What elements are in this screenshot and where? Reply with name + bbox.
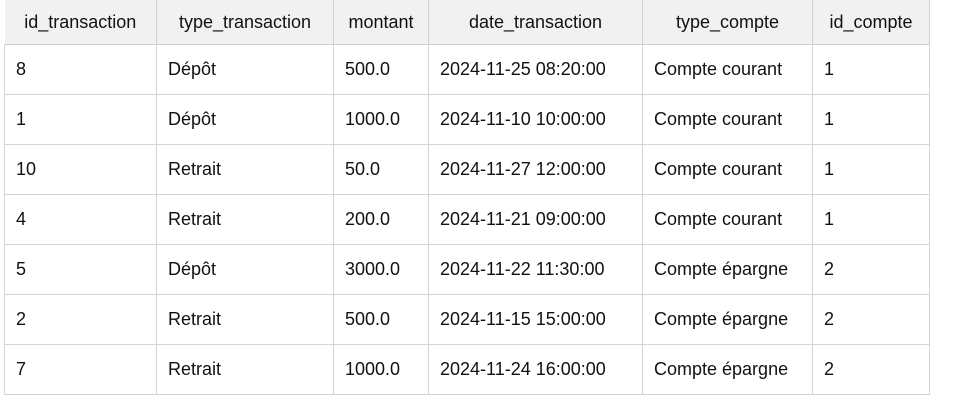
cell-date-transaction[interactable]: 2024-11-25 08:20:00 [428,44,643,95]
cell-date-transaction[interactable]: 2024-11-10 10:00:00 [428,94,643,145]
cell-type-compte[interactable]: Compte courant [642,94,813,145]
cell-id-compte[interactable]: 1 [812,194,930,245]
column-header-montant[interactable]: montant [333,0,429,45]
cell-type-transaction[interactable]: Dépôt [156,44,334,95]
cell-id-transaction[interactable]: 1 [4,94,157,145]
cell-type-transaction[interactable]: Retrait [156,294,334,345]
cell-id-compte[interactable]: 1 [812,44,930,95]
cell-id-transaction[interactable]: 4 [4,194,157,245]
column-header-date-transaction[interactable]: date_transaction [428,0,643,45]
cell-type-compte[interactable]: Compte épargne [642,344,813,395]
cell-type-transaction[interactable]: Retrait [156,194,334,245]
column-header-type-compte[interactable]: type_compte [642,0,813,45]
cell-montant[interactable]: 200.0 [333,194,429,245]
cell-type-transaction[interactable]: Dépôt [156,244,334,295]
cell-montant[interactable]: 3000.0 [333,244,429,295]
cell-date-transaction[interactable]: 2024-11-22 11:30:00 [428,244,643,295]
cell-type-compte[interactable]: Compte épargne [642,294,813,345]
cell-id-transaction[interactable]: 10 [4,144,157,195]
cell-type-transaction[interactable]: Retrait [156,144,334,195]
cell-id-compte[interactable]: 2 [812,244,930,295]
cell-id-compte[interactable]: 2 [812,294,930,345]
cell-type-compte[interactable]: Compte courant [642,44,813,95]
cell-date-transaction[interactable]: 2024-11-27 12:00:00 [428,144,643,195]
cell-date-transaction[interactable]: 2024-11-15 15:00:00 [428,294,643,345]
cell-id-transaction[interactable]: 2 [4,294,157,345]
cell-id-compte[interactable]: 1 [812,144,930,195]
cell-id-compte[interactable]: 2 [812,344,930,395]
cell-date-transaction[interactable]: 2024-11-24 16:00:00 [428,344,643,395]
cell-type-transaction[interactable]: Retrait [156,344,334,395]
table-row[interactable]: 10 Retrait 50.0 2024-11-27 12:00:00 Comp… [4,144,930,195]
cell-montant[interactable]: 1000.0 [333,344,429,395]
table-row[interactable]: 7 Retrait 1000.0 2024-11-24 16:00:00 Com… [4,344,930,395]
table-row[interactable]: 2 Retrait 500.0 2024-11-15 15:00:00 Comp… [4,294,930,345]
column-header-id-compte[interactable]: id_compte [812,0,930,45]
cell-montant[interactable]: 500.0 [333,294,429,345]
cell-id-compte[interactable]: 1 [812,94,930,145]
column-header-type-transaction[interactable]: type_transaction [156,0,334,45]
table-row[interactable]: 1 Dépôt 1000.0 2024-11-10 10:00:00 Compt… [4,94,930,145]
table-row[interactable]: 5 Dépôt 3000.0 2024-11-22 11:30:00 Compt… [4,244,930,295]
grid-right-gutter [933,0,954,44]
cell-type-transaction[interactable]: Dépôt [156,94,334,145]
table-row[interactable]: 8 Dépôt 500.0 2024-11-25 08:20:00 Compte… [4,44,930,95]
cell-montant[interactable]: 1000.0 [333,94,429,145]
column-header-id-transaction[interactable]: id_transaction [4,0,157,45]
cell-montant[interactable]: 500.0 [333,44,429,95]
table-header: id_transaction type_transaction montant … [4,0,930,45]
cell-montant[interactable]: 50.0 [333,144,429,195]
header-row: id_transaction type_transaction montant … [4,0,930,45]
table-body: 8 Dépôt 500.0 2024-11-25 08:20:00 Compte… [4,44,930,395]
cell-date-transaction[interactable]: 2024-11-21 09:00:00 [428,194,643,245]
cell-id-transaction[interactable]: 5 [4,244,157,295]
cell-type-compte[interactable]: Compte épargne [642,244,813,295]
cell-id-transaction[interactable]: 8 [4,44,157,95]
cell-type-compte[interactable]: Compte courant [642,144,813,195]
cell-type-compte[interactable]: Compte courant [642,194,813,245]
results-table: id_transaction type_transaction montant … [4,0,930,395]
cell-id-transaction[interactable]: 7 [4,344,157,395]
table-row[interactable]: 4 Retrait 200.0 2024-11-21 09:00:00 Comp… [4,194,930,245]
